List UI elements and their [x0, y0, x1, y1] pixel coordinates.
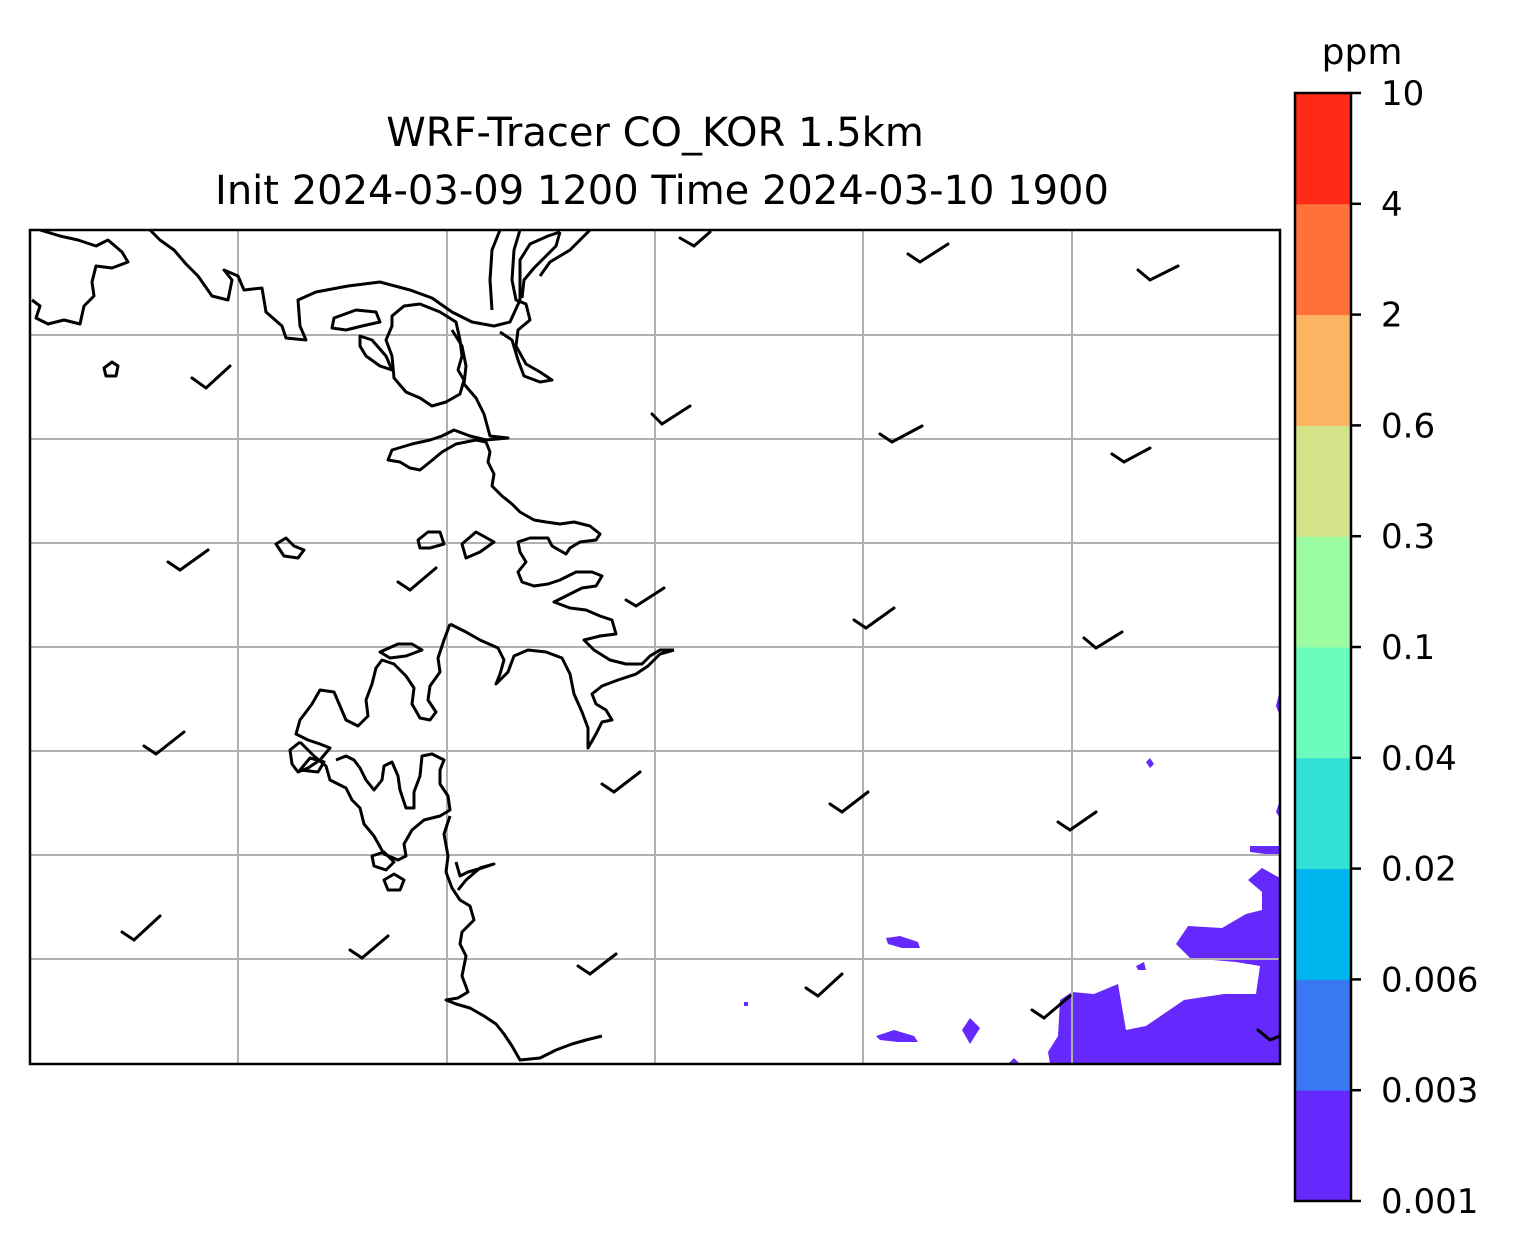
- colorbar-tick-label: 0.3: [1381, 517, 1435, 557]
- concentration-patch-2: [876, 1030, 918, 1042]
- wind-barb: [650, 404, 692, 426]
- coastline-island-1: [102, 360, 120, 378]
- gridlines: [30, 230, 1280, 1064]
- coastline-south-tip: [454, 861, 496, 891]
- wind-barb: [878, 424, 924, 444]
- colorbar-ticks: 0.001 0.003 0.006 0.02 0.04 0.1 0.3 0.6 2 4 10: [1351, 74, 1478, 1222]
- coastline-island-2: [274, 536, 306, 560]
- colorbar-tick-label: 0.006: [1381, 960, 1478, 1000]
- map-frame: [28, 228, 1282, 1066]
- colorbar-band: [1295, 979, 1351, 1091]
- colorbar-tick-label: 0.001: [1381, 1182, 1478, 1222]
- wind-barb: [142, 730, 186, 756]
- wind-barb: [120, 914, 162, 942]
- concentration-patch-5: [1146, 758, 1154, 768]
- figure-title-line-1: WRF-Tracer CO_KOR 1.5km: [386, 110, 924, 156]
- wind-barb: [348, 934, 390, 960]
- colorbar-tick-label: 2: [1381, 296, 1403, 336]
- coastline-central-bay: [449, 622, 675, 750]
- wind-barb: [678, 230, 712, 248]
- colorbar-frame: [1293, 91, 1353, 1203]
- wind-barb: [804, 972, 844, 998]
- coastline-estuary: [384, 302, 466, 408]
- wind-barb: [1136, 264, 1180, 282]
- wind-barb: [600, 770, 642, 794]
- coastline-island-4: [460, 530, 496, 560]
- colorbar-tick-label: 10: [1381, 74, 1424, 114]
- wind-barb: [852, 606, 896, 630]
- wind-barb: [190, 364, 232, 390]
- wind-barb: [576, 952, 618, 976]
- colorbar-band: [1295, 314, 1351, 426]
- wind-barb: [828, 790, 870, 814]
- coastline-north-mainland: [148, 230, 561, 342]
- wind-barb: [1082, 630, 1124, 650]
- wind-barb: [166, 548, 210, 572]
- map-panel: [30, 230, 1280, 1064]
- coastline-island-6: [298, 756, 326, 774]
- colorbar-band: [1295, 425, 1351, 537]
- coastline-island-5: [378, 642, 424, 660]
- coastline-southwest: [298, 740, 452, 862]
- coastlines: [31, 230, 675, 1062]
- coastline-island-8: [382, 872, 406, 892]
- coastline-west-coast: [386, 329, 674, 666]
- wind-barb: [1110, 446, 1152, 464]
- colorbar-tick-label: 0.02: [1381, 850, 1457, 890]
- concentration-patch-7: [1008, 1058, 1020, 1064]
- colorbar-tick-label: 0.003: [1381, 1071, 1478, 1111]
- co-concentration-fill: [744, 690, 1280, 1064]
- concentration-area-southeast: [1048, 868, 1280, 1064]
- coastline-estuary-inner: [358, 334, 394, 372]
- coastline-southwest-peninsula: [288, 623, 452, 774]
- wind-barb: [1256, 1028, 1280, 1042]
- concentration-area-east-edge: [1250, 846, 1280, 856]
- figure-title-line-2: Init 2024-03-09 1200 Time 2024-03-10 190…: [215, 168, 1109, 214]
- colorbar-band: [1295, 1090, 1351, 1202]
- colorbar: 0.001 0.003 0.006 0.02 0.04 0.1 0.3 0.6 2 4 10 ppm: [1293, 32, 1478, 1222]
- wind-barb: [906, 242, 950, 264]
- colorbar-bands: [1295, 93, 1351, 1202]
- coastline-island-7: [370, 850, 396, 872]
- wind-barb: [1030, 994, 1072, 1020]
- colorbar-unit-label: ppm: [1322, 32, 1403, 73]
- wind-barb: [396, 566, 438, 592]
- colorbar-tick-label: 4: [1381, 185, 1403, 225]
- colorbar-band: [1295, 536, 1351, 648]
- colorbar-band: [1295, 647, 1351, 759]
- wind-barbs: [120, 230, 1280, 1042]
- wind-barb: [1056, 810, 1098, 832]
- colorbar-band: [1295, 93, 1351, 205]
- colorbar-tick-label: 0.1: [1381, 628, 1435, 668]
- concentration-patch-6: [744, 1002, 748, 1006]
- coastline-south: [442, 815, 603, 1062]
- coastline-island-3: [416, 530, 446, 550]
- coastline-northwest: [31, 230, 130, 326]
- colorbar-band: [1295, 868, 1351, 980]
- coastline-river-inlet: [488, 230, 592, 384]
- concentration-patch-1: [886, 936, 920, 948]
- concentration-patch-4: [1136, 962, 1146, 970]
- colorbar-tick-label: 0.04: [1381, 739, 1457, 779]
- colorbar-tick-label: 0.6: [1381, 406, 1435, 446]
- wind-barb: [624, 586, 666, 608]
- coastline-bay-island: [330, 308, 382, 332]
- colorbar-band: [1295, 757, 1351, 870]
- colorbar-band: [1295, 203, 1351, 316]
- concentration-patch-3: [962, 1018, 980, 1044]
